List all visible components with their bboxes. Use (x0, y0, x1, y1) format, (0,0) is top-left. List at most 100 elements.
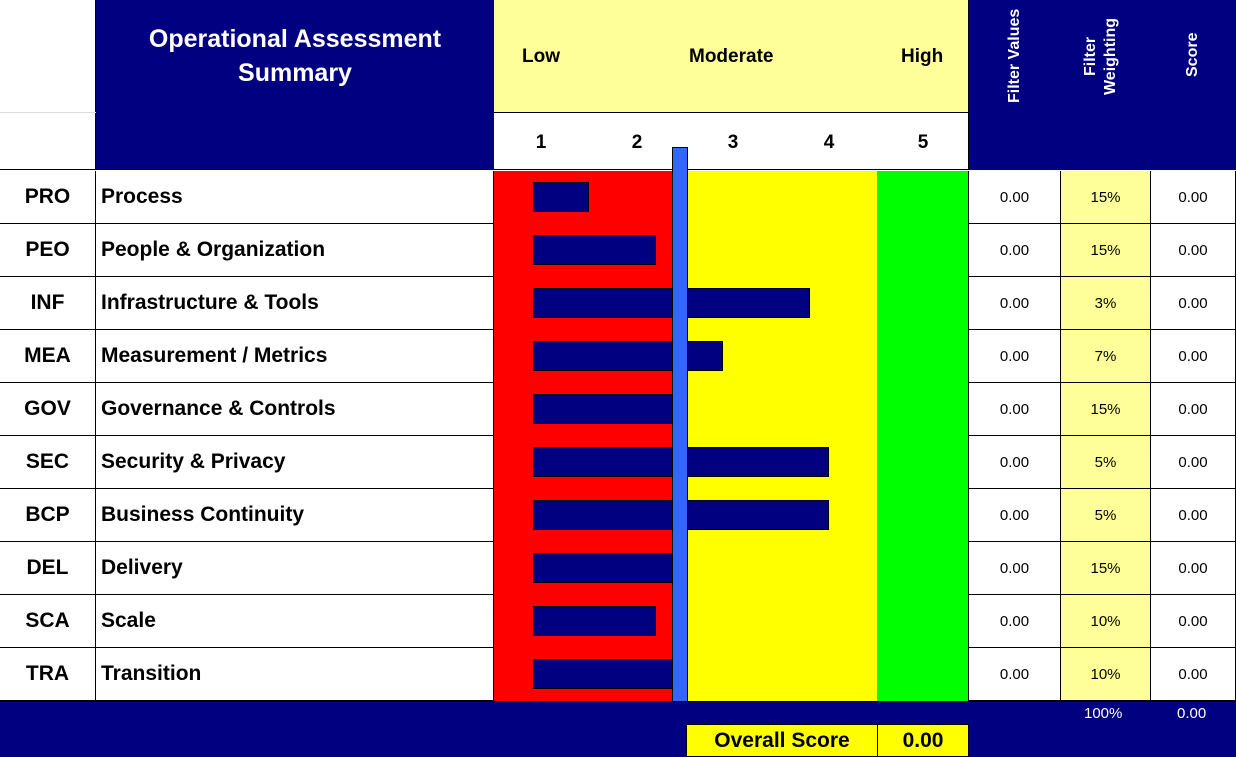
row-name: Transition (101, 662, 202, 685)
row-name-cell: Measurement / Metrics (96, 330, 494, 383)
weighting-cell[interactable]: 3% (1061, 277, 1151, 330)
score-cell: 0.00 (1151, 648, 1236, 701)
scale-label-row: Low Moderate High (494, 0, 968, 113)
score-cell: 0.00 (1151, 489, 1236, 542)
score-cell: 0.00 (1151, 595, 1236, 648)
row-code: SCA (25, 609, 70, 632)
row-name-cell: Transition (96, 648, 494, 701)
table-row: PRO (0, 171, 96, 224)
filter-value-cell[interactable]: 0.00 (968, 277, 1061, 330)
row-name-cell: Process (96, 171, 494, 224)
score-cell: 0.00 (1151, 171, 1236, 224)
score-cell: 0.00 (1151, 224, 1236, 277)
filter-value-cell[interactable]: 0.00 (968, 330, 1061, 383)
weighting-cell[interactable]: 15% (1061, 171, 1151, 224)
filter-value-cell[interactable]: 0.00 (968, 489, 1061, 542)
tick-row: 1 2 3 4 5 (494, 113, 968, 170)
row-code: TRA (25, 662, 70, 685)
row-name: People & Organization (101, 238, 326, 261)
average-marker-line (672, 147, 688, 701)
table-row: INF (0, 277, 96, 330)
title-block: Operational Assessment Summary (96, 0, 494, 170)
row-code: MEA (24, 344, 71, 367)
filter-value-cell[interactable]: 0.00 (968, 436, 1061, 489)
filter-value-cell[interactable]: 0.00 (968, 171, 1061, 224)
score-cell: 0.00 (1151, 277, 1236, 330)
row-name: Infrastructure & Tools (101, 291, 319, 314)
score-bar (533, 235, 657, 265)
overall-score-label: Overall Score (686, 724, 878, 757)
page-title-line1: Operational Assessment (148, 25, 442, 53)
total-weighting: 100% (1084, 705, 1123, 722)
table-row: TRA (0, 648, 96, 701)
row-name: Security & Privacy (101, 450, 286, 473)
col-header-score: Score (1184, 32, 1201, 78)
score-bar (533, 659, 676, 689)
score-cell: 0.00 (1151, 542, 1236, 595)
row-name: Business Continuity (101, 503, 305, 526)
filter-value-cell[interactable]: 0.00 (968, 648, 1061, 701)
score-bar (533, 288, 810, 318)
corner-cell (0, 0, 96, 170)
table-row: GOV (0, 383, 96, 436)
score-cell: 0.00 (1151, 330, 1236, 383)
row-name-cell: Infrastructure & Tools (96, 277, 494, 330)
weighting-cell[interactable]: 15% (1061, 542, 1151, 595)
row-code: BCP (25, 503, 70, 526)
tick-4: 4 (823, 132, 835, 153)
tick-2: 2 (631, 132, 643, 153)
score-cell: 0.00 (1151, 436, 1236, 489)
weighting-cell[interactable]: 5% (1061, 489, 1151, 542)
row-code: INF (30, 291, 65, 314)
weighting-cell[interactable]: 10% (1061, 648, 1151, 701)
tick-5: 5 (917, 132, 929, 153)
filter-value-cell[interactable]: 0.00 (968, 383, 1061, 436)
filter-value-cell[interactable]: 0.00 (968, 595, 1061, 648)
tick-1: 1 (535, 132, 547, 153)
col-header-filter-weighting: Filter Weighting (1082, 17, 1119, 95)
scale-high-label: High (901, 46, 944, 67)
row-name: Delivery (101, 556, 183, 579)
col-header-filter-values: Filter Values (1006, 8, 1023, 104)
table-row: PEO (0, 224, 96, 277)
row-code: DEL (26, 556, 69, 579)
row-code: SEC (25, 450, 70, 473)
row-name-cell: Business Continuity (96, 489, 494, 542)
moderate-zone (688, 171, 877, 701)
right-header: Filter Values Filter Weighting Score (968, 0, 1236, 170)
score-bar (533, 394, 676, 424)
weighting-cell[interactable]: 10% (1061, 595, 1151, 648)
row-name-cell: Security & Privacy (96, 436, 494, 489)
row-name-cell: Delivery (96, 542, 494, 595)
table-row: SEC (0, 436, 96, 489)
row-name: Governance & Controls (101, 397, 336, 420)
score-bar (533, 606, 657, 636)
row-name-cell: People & Organization (96, 224, 494, 277)
footer-bar: 100% 0.00 (0, 701, 1236, 757)
scale-low-label: Low (522, 46, 560, 67)
score-bar (533, 182, 589, 212)
weighting-cell[interactable]: 15% (1061, 383, 1151, 436)
row-code: PRO (24, 185, 71, 208)
table-row: SCA (0, 595, 96, 648)
row-code: PEO (25, 238, 70, 261)
weighting-cell[interactable]: 15% (1061, 224, 1151, 277)
weighting-cell[interactable]: 7% (1061, 330, 1151, 383)
row-code: GOV (24, 397, 71, 420)
table-row: BCP (0, 489, 96, 542)
score-bar (533, 341, 724, 371)
table-row: DEL (0, 542, 96, 595)
filter-value-cell[interactable]: 0.00 (968, 542, 1061, 595)
table-row: MEA (0, 330, 96, 383)
page-title-line2: Summary (238, 59, 352, 87)
score-bar (533, 553, 676, 583)
tick-3: 3 (727, 132, 739, 153)
total-score: 0.00 (1177, 705, 1207, 722)
overall-score-value: 0.00 (877, 724, 969, 757)
weighting-cell[interactable]: 5% (1061, 436, 1151, 489)
row-name: Scale (101, 609, 156, 632)
row-name-cell: Scale (96, 595, 494, 648)
row-name-cell: Governance & Controls (96, 383, 494, 436)
filter-value-cell[interactable]: 0.00 (968, 224, 1061, 277)
high-zone (877, 171, 968, 701)
